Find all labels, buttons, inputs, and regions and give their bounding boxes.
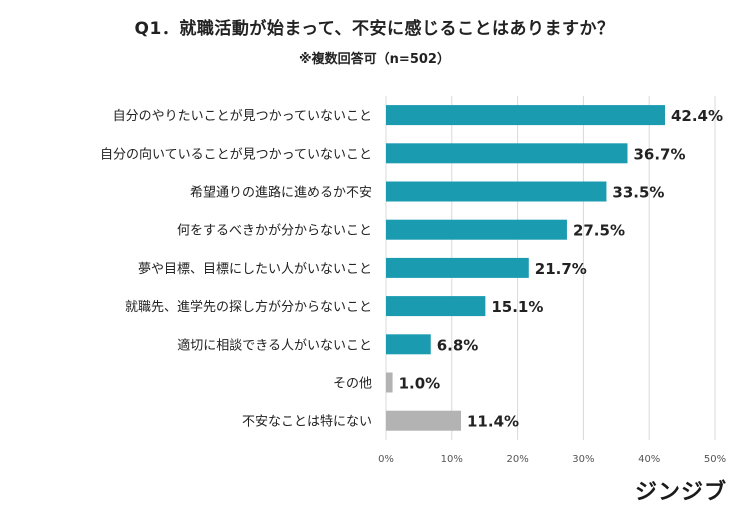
x-tick-label: 30%: [572, 454, 594, 465]
bar: [386, 257, 529, 278]
x-tick-label: 20%: [506, 454, 528, 465]
bar: [386, 410, 462, 431]
data-label: 36.7%: [633, 145, 685, 163]
chart-title: Q1．就職活動が始まって、不安に感じることはありますか？: [134, 19, 615, 39]
category-label: 何をするべきかが分からないこと: [177, 223, 372, 239]
brand-logo: ジンジブ: [634, 480, 727, 505]
category-label: 適切に相談できる人がいないこと: [177, 337, 372, 353]
category-label: 自分の向いていることが見つかっていないこと: [100, 146, 372, 162]
bar: [386, 143, 628, 164]
data-label: 42.4%: [671, 107, 723, 125]
category-label: 就職先、進学先の探し方が分からないこと: [125, 299, 372, 315]
data-label: 27.5%: [573, 222, 625, 240]
data-label: 21.7%: [535, 260, 587, 278]
x-tick-label: 40%: [638, 454, 660, 465]
bar: [386, 181, 607, 202]
category-label: 自分のやりたいことが見つかっていないこと: [113, 109, 372, 124]
category-label: その他: [333, 377, 372, 392]
bar: [386, 105, 665, 126]
x-tick-label: 50%: [704, 454, 726, 465]
data-label: 11.4%: [467, 413, 519, 431]
data-label: 33.5%: [612, 184, 664, 202]
category-label: 不安なことは特にない: [242, 415, 372, 430]
x-tick-label: 0%: [378, 454, 394, 465]
bar: [386, 296, 486, 317]
data-label: 15.1%: [491, 298, 543, 316]
category-label: 夢や目標、目標にしたい人がいないこと: [138, 262, 372, 277]
bar: [386, 334, 431, 355]
x-tick-label: 10%: [441, 454, 463, 465]
bar: [386, 372, 393, 393]
data-label: 1.0%: [399, 375, 441, 393]
bar: [386, 219, 567, 240]
category-label: 希望通りの進路に進めるか不安: [190, 185, 372, 201]
data-label: 6.8%: [437, 336, 479, 354]
chart-subtitle: ※複数回答可（n=502）: [299, 52, 450, 67]
